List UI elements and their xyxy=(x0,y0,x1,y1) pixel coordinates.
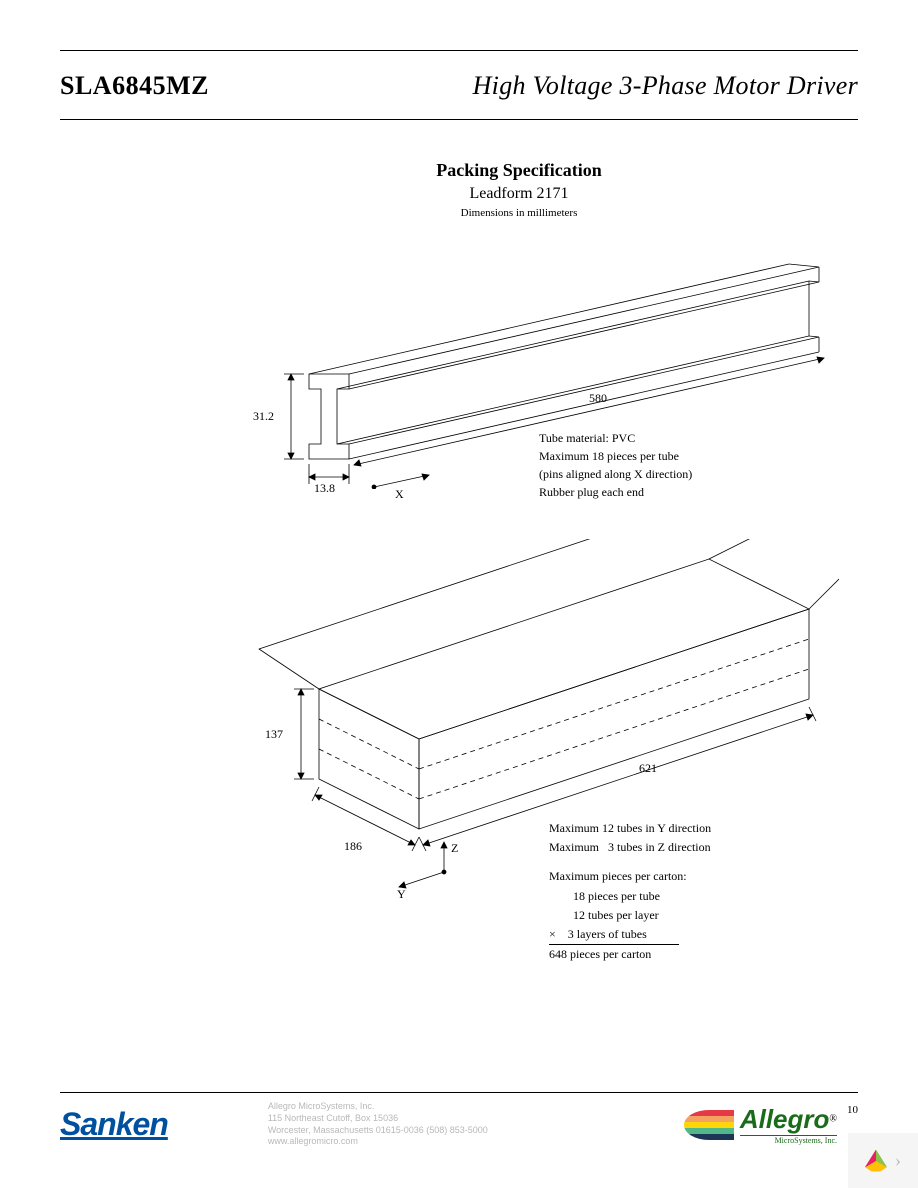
addr-line4: www.allegromicro.com xyxy=(268,1136,684,1148)
carton-diagram: 137 186 621 Z Y Maximum 12 tubes in Y di… xyxy=(199,539,839,899)
addr-line1: Allegro MicroSystems, Inc. xyxy=(268,1101,684,1113)
carton-calc-line3: × 3 layers of tubes xyxy=(549,925,711,944)
carton-max-z: Maximum 3 tubes in Z direction xyxy=(549,838,711,857)
tube-diagram: 31.2 13.8 580 X Tube material: PVC Maxim… xyxy=(199,229,839,489)
carton-max-y: Maximum 12 tubes in Y direction xyxy=(549,819,711,838)
tube-height-dim: 31.2 xyxy=(253,409,274,424)
carton-height-dim: 137 xyxy=(265,727,283,742)
allegro-subtext: MicroSystems, Inc. xyxy=(740,1135,837,1145)
carton-calc-total: 648 pieces per carton xyxy=(549,945,711,964)
tube-length-dim: 580 xyxy=(589,391,607,406)
addr-line3: Worcester, Massachusetts 01615-0036 (508… xyxy=(268,1125,684,1137)
part-number: SLA6845MZ xyxy=(60,71,209,101)
tube-max-pieces: Maximum 18 pieces per tube xyxy=(539,447,692,465)
tube-plug: Rubber plug each end xyxy=(539,483,692,501)
addr-line2: 115 Northeast Cutoff, Box 15036 xyxy=(268,1113,684,1125)
section-title: Packing Specification xyxy=(180,160,858,181)
leadform-label: Leadform 2171 xyxy=(180,185,858,203)
header-rule xyxy=(60,119,858,120)
tube-width-dim: 13.8 xyxy=(314,481,335,496)
tube-alignment: (pins aligned along X direction) xyxy=(539,465,692,483)
page-footer: Sanken Allegro MicroSystems, Inc. 115 No… xyxy=(60,1092,858,1148)
corner-badge[interactable]: › xyxy=(848,1133,918,1188)
tube-material: Tube material: PVC xyxy=(539,429,692,447)
carton-width-dim: 186 xyxy=(344,839,362,854)
allegro-text: Allegro xyxy=(740,1104,830,1134)
content-area: Packing Specification Leadform 2171 Dime… xyxy=(60,160,858,899)
chevron-right-icon: › xyxy=(895,1150,901,1171)
corner-logo-icon xyxy=(865,1150,887,1172)
carton-notes: Maximum 12 tubes in Y direction Maximum … xyxy=(549,819,711,964)
document-title: High Voltage 3-Phase Motor Driver xyxy=(473,71,858,101)
footer-rule xyxy=(60,1092,858,1093)
header-row: SLA6845MZ High Voltage 3-Phase Motor Dri… xyxy=(60,51,858,119)
carton-calc-line2: 12 tubes per layer xyxy=(549,906,711,925)
allegro-logo: Allegro® MicroSystems, Inc. 10 xyxy=(684,1104,858,1145)
carton-calc-title: Maximum pieces per carton: xyxy=(549,867,711,886)
carton-z-axis-label: Z xyxy=(451,841,458,856)
carton-length-dim: 621 xyxy=(639,761,657,776)
tube-x-axis-label: X xyxy=(395,487,404,502)
units-note: Dimensions in millimeters xyxy=(180,207,858,219)
footer-address: Allegro MicroSystems, Inc. 115 Northeast… xyxy=(268,1101,684,1148)
page-number: 10 xyxy=(847,1104,858,1116)
carton-calc-line1: 18 pieces per tube xyxy=(549,887,711,906)
tube-notes: Tube material: PVC Maximum 18 pieces per… xyxy=(539,429,692,501)
sanken-logo: Sanken xyxy=(60,1106,168,1143)
allegro-stripes-icon xyxy=(684,1110,734,1140)
carton-y-axis-label: Y xyxy=(397,887,406,902)
